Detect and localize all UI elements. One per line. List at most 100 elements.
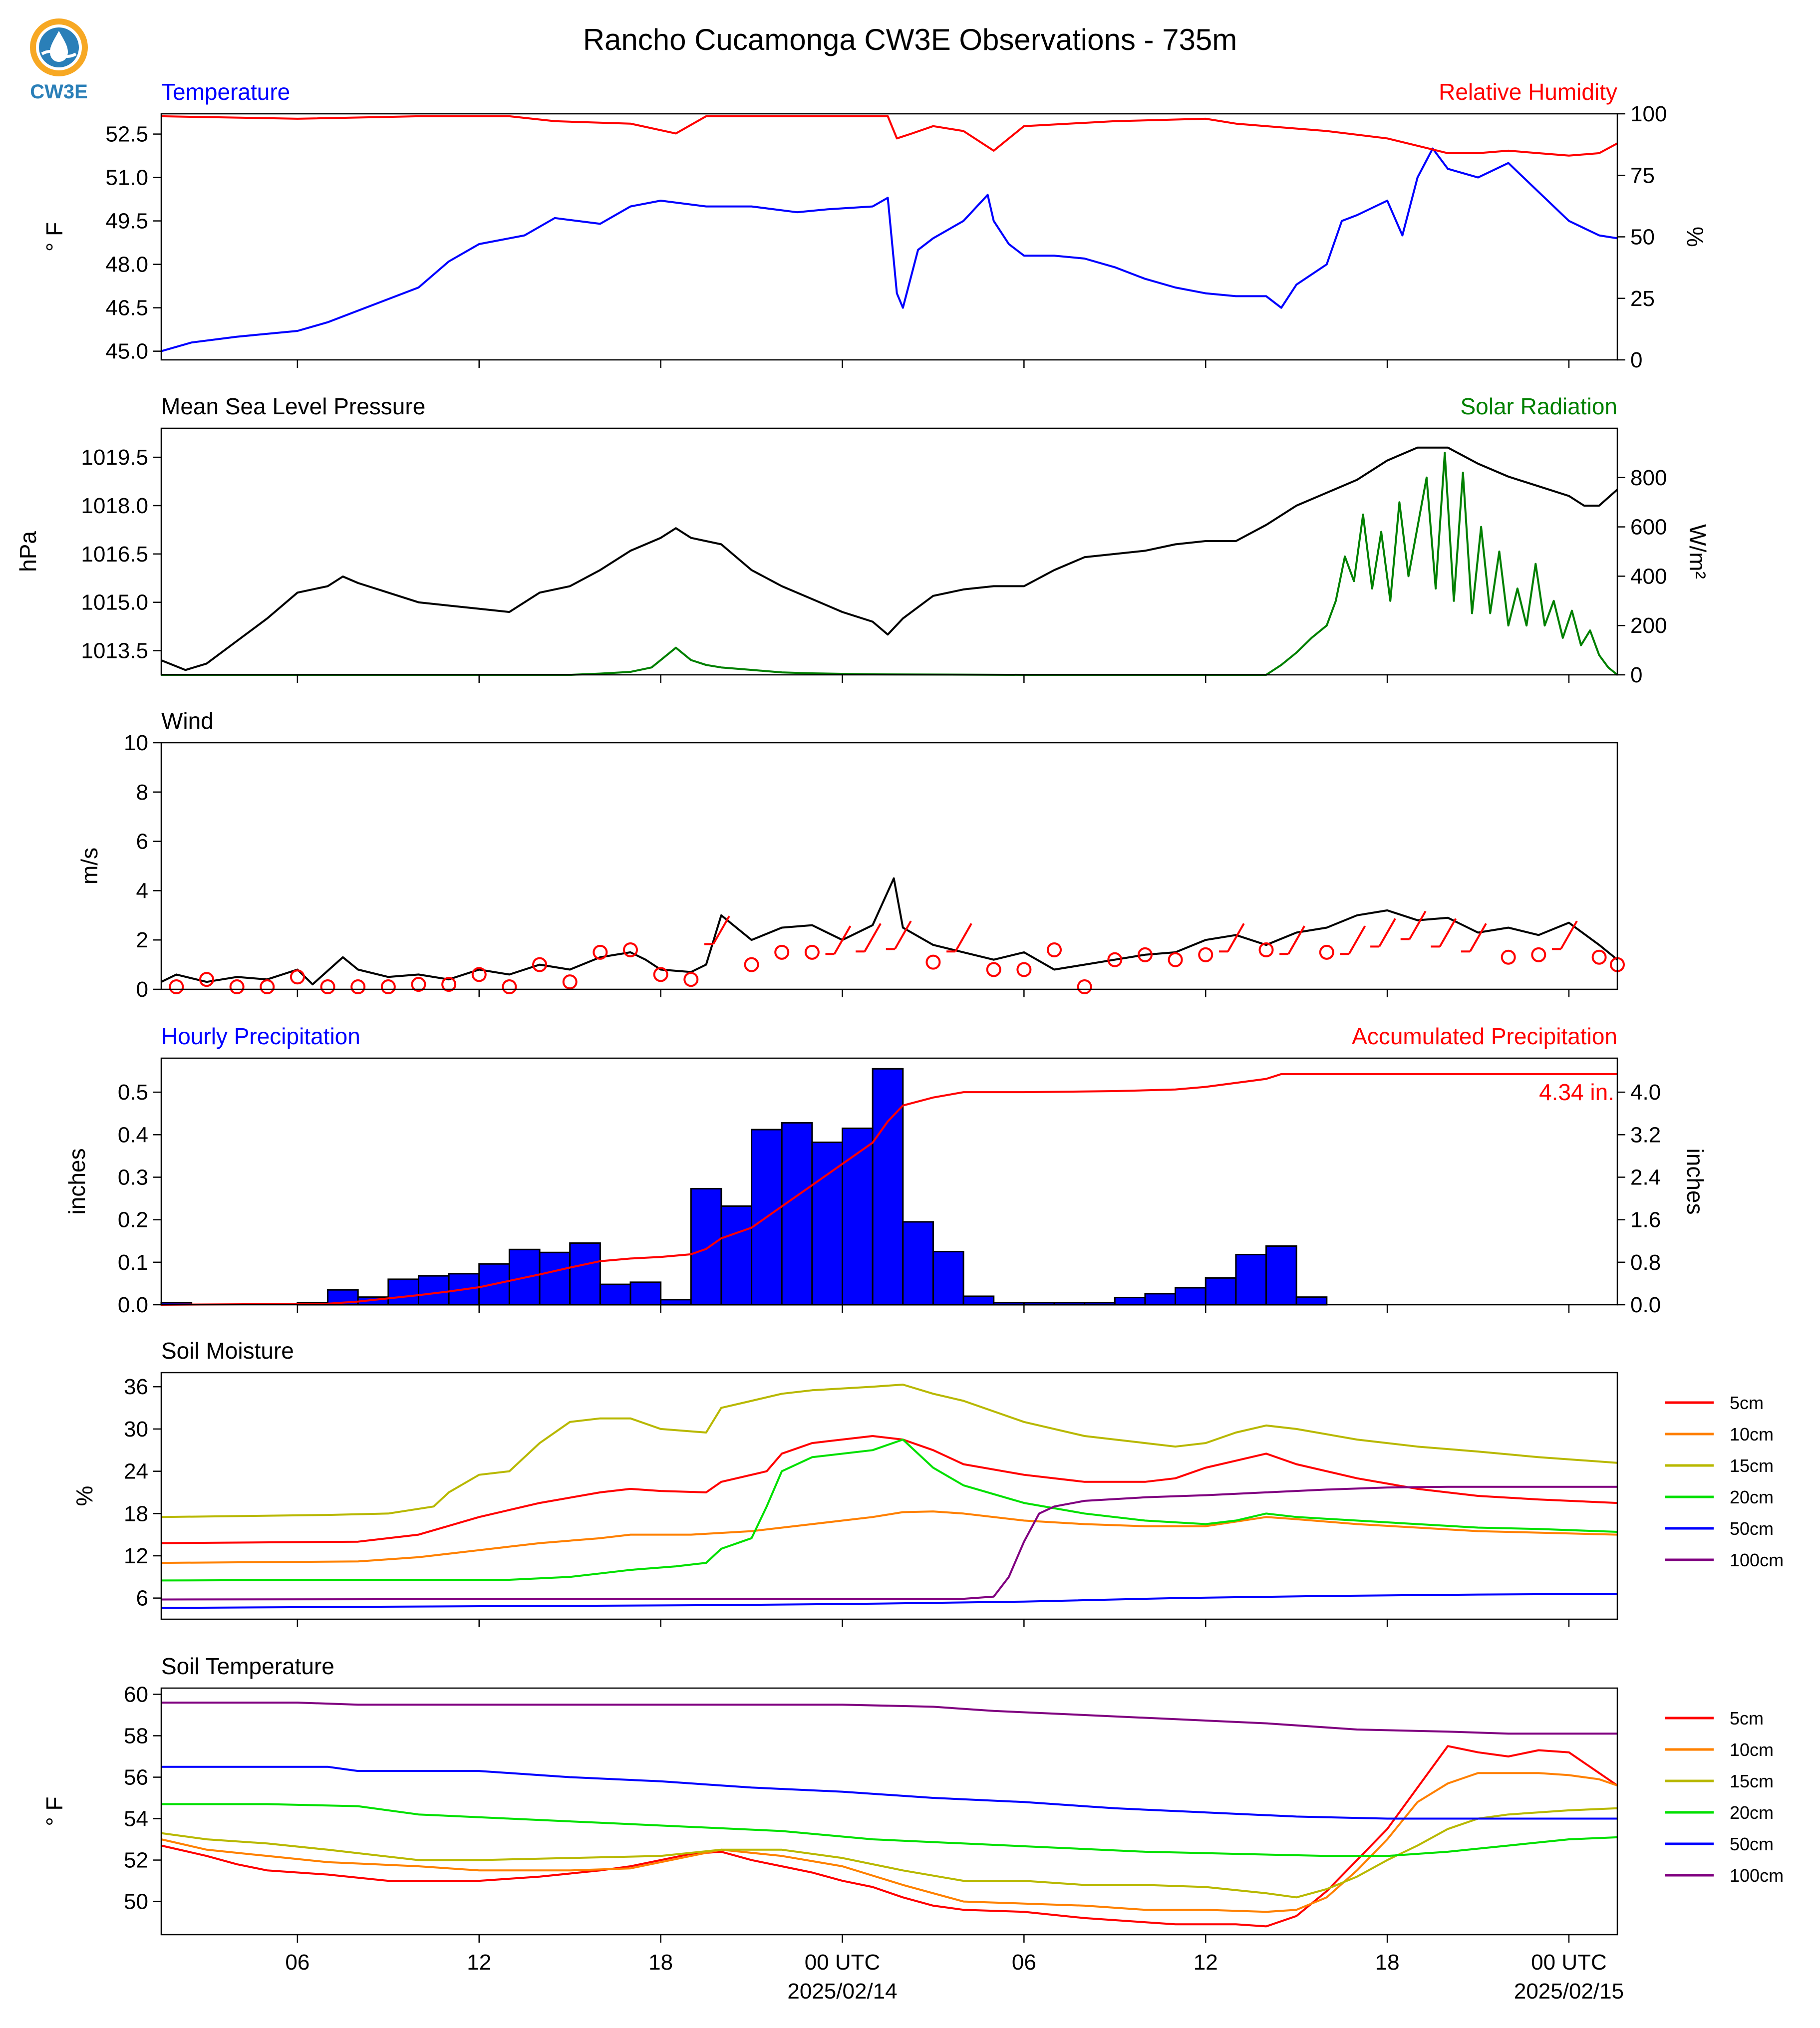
wind-barb — [169, 979, 184, 995]
wind-barb — [1047, 942, 1062, 957]
y-tick-label: 30 — [124, 1417, 148, 1442]
precip-bar — [1205, 1277, 1237, 1306]
accumulated-line — [161, 1073, 1617, 1306]
precip-bar — [1144, 1293, 1177, 1306]
wind-barb — [804, 944, 820, 960]
y-tick-label: 0.3 — [118, 1165, 148, 1189]
y-axis-label: hPa — [15, 531, 41, 572]
wind-barb — [1107, 952, 1123, 967]
legend-label: 50cm — [1730, 1518, 1774, 1539]
y-tick-label: 1013.5 — [81, 639, 148, 663]
y-tick-label: 52.5 — [105, 122, 148, 147]
legend-label: 20cm — [1730, 1487, 1774, 1507]
y-axis-label: % — [71, 1486, 97, 1506]
series-line-50cm — [161, 1593, 1618, 1609]
y2-tick-label: 0.0 — [1630, 1293, 1661, 1317]
legend-label: 15cm — [1730, 1771, 1774, 1791]
panel-title-left: Hourly Precipitation — [161, 1023, 360, 1049]
y2-tick-label: 0 — [1630, 348, 1642, 372]
legend-label: 15cm — [1730, 1455, 1774, 1476]
panel-soil_moisture: Soil Moisture 6 12 18 24 30 36% 5cm 10cm 15cm 20cm… — [71, 1338, 1784, 1627]
wind-barb — [1431, 918, 1457, 948]
y-axis-label: ° F — [41, 1796, 67, 1826]
wind-barb — [290, 969, 305, 985]
wind-barb — [774, 944, 790, 960]
wind-barb — [1168, 952, 1183, 967]
y2-axis-label: W/m² — [1685, 524, 1711, 579]
precip-bar — [539, 1251, 571, 1306]
y-axis-label: ° F — [41, 222, 67, 252]
legend-label: 20cm — [1730, 1802, 1774, 1823]
y-tick-label: 24 — [124, 1459, 148, 1484]
wind-barb — [411, 977, 426, 992]
wind-barb — [622, 942, 638, 957]
wind-barb — [562, 974, 578, 990]
y-tick-label: 8 — [136, 780, 148, 805]
series-line — [161, 446, 1618, 671]
y-tick-label: 51.0 — [105, 166, 148, 190]
panel-temp_rh: Temperature Relative Humidity 45.0 46.5 48.0… — [41, 79, 1708, 372]
panel-title-left: Soil Temperature — [161, 1653, 334, 1679]
wind-barb — [744, 957, 759, 972]
x-tick-label: 12 — [467, 1950, 491, 1975]
y-tick-label: 1018.0 — [81, 494, 148, 518]
precip-bar — [962, 1295, 995, 1306]
legend: 5cm 10cm 15cm 20cm 50cm 100cm — [1665, 1393, 1784, 1570]
panel-frame — [160, 1372, 1618, 1620]
panels: Temperature Relative Humidity 45.0 46.5 48.0… — [15, 79, 1784, 1943]
x-tick-label: 12 — [1194, 1950, 1218, 1975]
y-tick-label: 0.2 — [118, 1208, 148, 1232]
y2-tick-label: 50 — [1630, 225, 1655, 250]
wind-barb — [1279, 925, 1305, 955]
y2-tick-label: 2.4 — [1630, 1165, 1661, 1189]
wind-barb — [320, 979, 335, 995]
panel-title-left: Mean Sea Level Pressure — [161, 393, 425, 419]
wind-barb — [704, 915, 730, 945]
wind-barb — [925, 954, 941, 970]
wind-barb — [1591, 949, 1607, 965]
series-line-100cm — [161, 1702, 1617, 1735]
x-tick-label: 00 UTC — [1531, 1950, 1607, 1975]
series-line — [161, 452, 1618, 676]
series-line-20cm — [161, 1803, 1618, 1857]
wind-barb — [1531, 947, 1546, 962]
y-tick-label: 46.5 — [105, 296, 148, 320]
y-tick-label: 2 — [136, 928, 148, 952]
panel-frame — [160, 1057, 1618, 1306]
precip-bar — [417, 1275, 450, 1306]
x-axis: 06 12 18 00 UTC 06 12 18 00 UTC 2025/02/14 2025/0… — [285, 1950, 1624, 2004]
y-tick-label: 52 — [124, 1848, 148, 1873]
wind-barb — [1258, 942, 1274, 957]
panel-wind: Wind 0 2 4 6 8 10 m/s — [76, 708, 1625, 1002]
y2-tick-label: 400 — [1630, 564, 1667, 588]
wind-barb — [260, 979, 275, 995]
accumulated-total-label: 4.34 in. — [1539, 1079, 1614, 1105]
x-tick-label: 06 — [285, 1950, 309, 1975]
y2-tick-label: 4.0 — [1630, 1080, 1661, 1105]
y2-tick-label: 0 — [1630, 663, 1642, 687]
series-line — [161, 147, 1618, 352]
wind-barb — [1340, 925, 1366, 955]
panel-title-right: Relative Humidity — [1439, 79, 1617, 105]
panel-frame — [160, 742, 1618, 990]
y-tick-label: 6 — [136, 830, 148, 854]
y-tick-label: 0 — [136, 977, 148, 1002]
x-tick-label: 00 UTC — [805, 1950, 881, 1975]
wind-barb — [1461, 923, 1487, 953]
precip-bar — [1114, 1297, 1146, 1306]
precip-bar — [872, 1068, 904, 1306]
x-date-label: 2025/02/14 — [787, 1979, 897, 2004]
wind-barb — [1370, 918, 1396, 948]
wind-barb — [502, 979, 517, 995]
panel-frame — [160, 427, 1618, 676]
wind-barb — [229, 979, 245, 995]
y2-axis-label: % — [1682, 227, 1708, 247]
y2-tick-label: 25 — [1630, 287, 1655, 311]
wind-barb — [471, 967, 487, 982]
wind-barb — [1551, 920, 1578, 950]
precip-bar — [781, 1122, 813, 1306]
wind-barb — [199, 972, 214, 987]
series-line-10cm — [161, 1510, 1618, 1564]
panel-title-right: Accumulated Precipitation — [1352, 1023, 1617, 1049]
panel-title-left: Soil Moisture — [161, 1338, 294, 1364]
